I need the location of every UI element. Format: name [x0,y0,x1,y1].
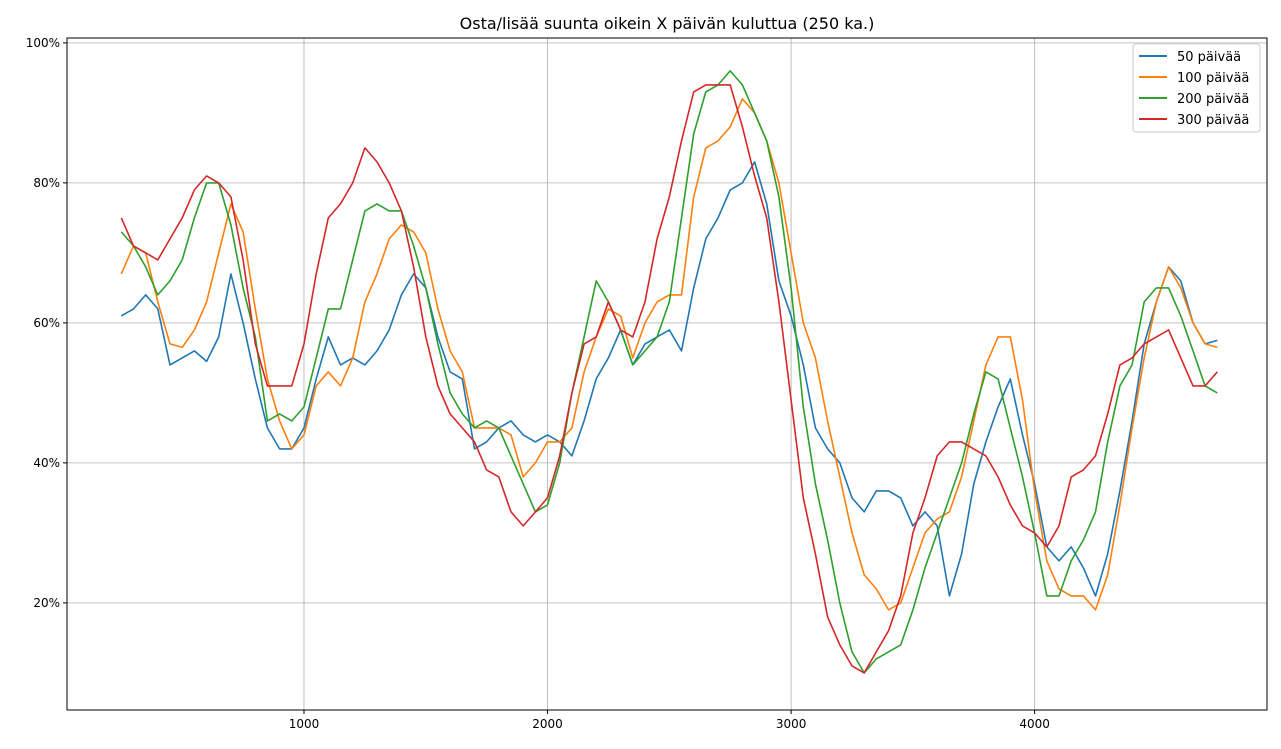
legend: 50 päivää 100 päivää 200 päivää 300 päivää [1132,43,1261,133]
x-axis: 1000 2000 3000 4000 [289,710,1050,731]
chart-title: Osta/lisää suunta oikein X päivän kulutt… [460,14,875,33]
series-lines [120,70,1218,674]
y-tick-label: 60% [33,316,60,330]
x-tick-label: 3000 [776,717,807,731]
legend-label: 300 päivää [1177,113,1249,128]
x-tick-label: 2000 [532,717,563,731]
y-tick-label: 40% [33,456,60,470]
series-line-4 [120,84,1218,674]
legend-label: 100 päivää [1177,71,1249,86]
plot-frame [66,37,1268,711]
legend-box [1132,43,1261,133]
series-line-3 [120,70,1218,674]
y-tick-label: 100% [26,36,60,50]
series-line-2 [120,98,1218,611]
y-axis: 20% 40% 60% 80% 100% [26,36,67,610]
y-tick-label: 80% [33,176,60,190]
grid [67,38,1267,710]
x-tick-label: 4000 [1019,717,1050,731]
legend-label: 50 päivää [1177,50,1241,65]
x-tick-label: 1000 [289,717,320,731]
y-tick-label: 20% [33,596,60,610]
series-line-1 [120,161,1218,597]
legend-label: 200 päivää [1177,92,1249,107]
